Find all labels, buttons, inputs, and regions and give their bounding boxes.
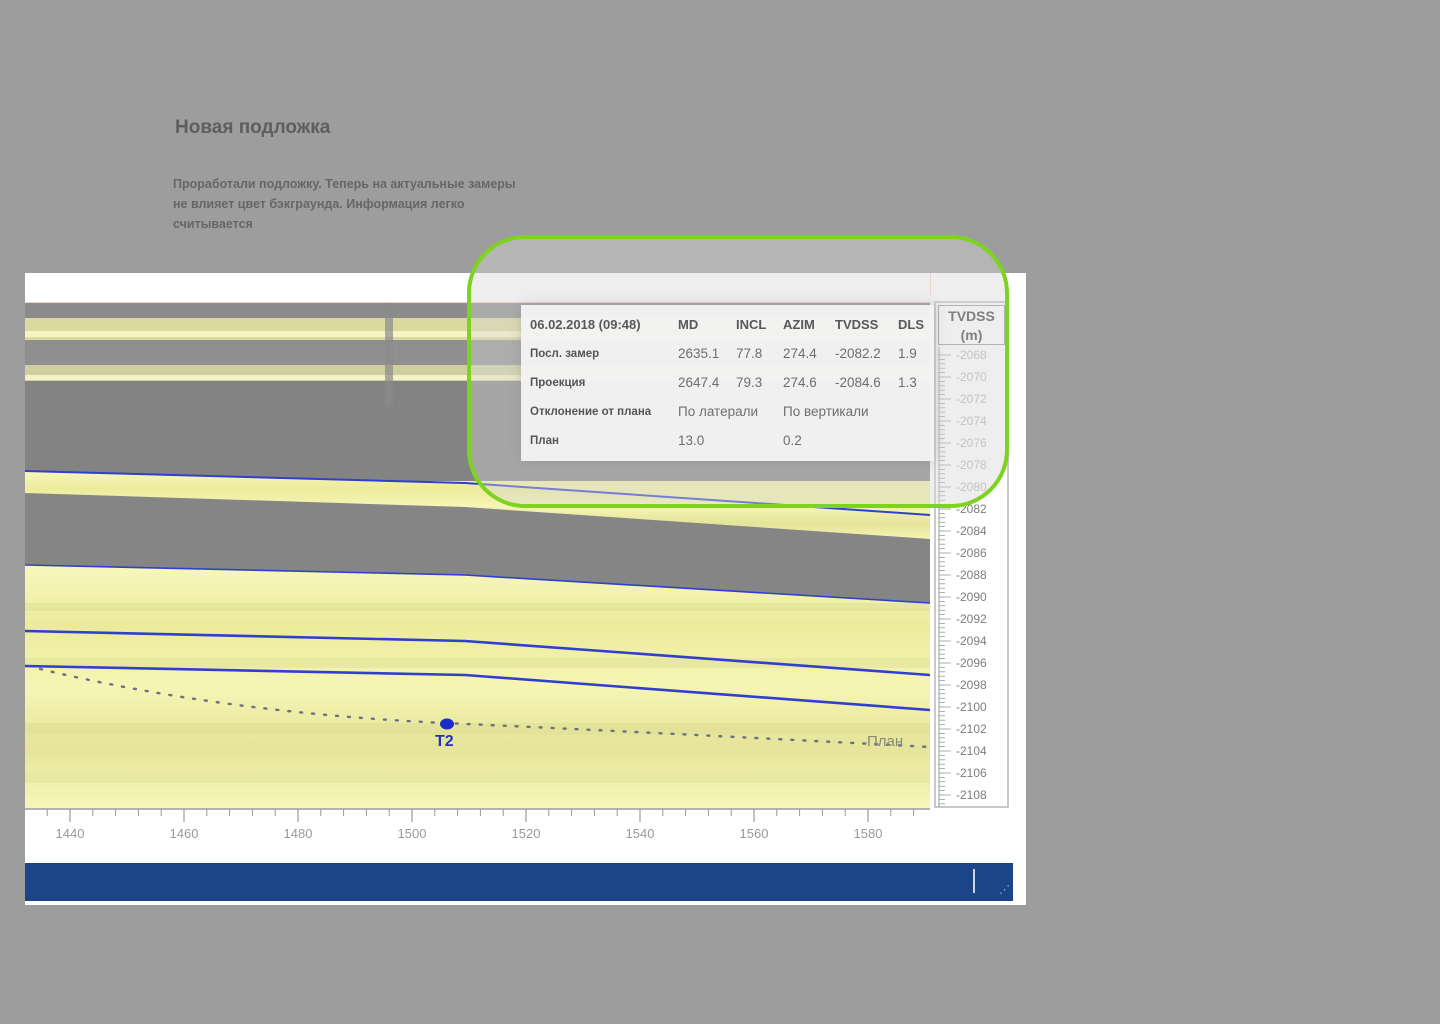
cell-azim: 274.6 [783,375,817,390]
survey-info-popup: 06.02.2018 (09:48) MD INCL AZIM TVDSS DL… [521,305,934,461]
tvdss-tick-label: -2102 [956,722,987,736]
resize-grip-icon[interactable]: ⋰ [999,884,1010,896]
horizon-line-4 [25,664,930,712]
tvdss-tick-label: -2074 [956,414,987,428]
sand-streak [25,375,930,380]
info-row-projection: Проекция 2647.4 79.3 274.6 -2084.6 1.3 [525,368,924,397]
survey-info-table: 06.02.2018 (09:48) MD INCL AZIM TVDSS DL… [525,310,924,455]
plan-lateral-value: 13.0 [678,433,705,448]
tvdss-tick-label: -2104 [956,744,987,758]
tvdss-tick-label: -2096 [956,656,987,670]
row-label: План [530,434,559,447]
tvdss-tick-label: -2072 [956,392,987,406]
cell-dls: 1.3 [898,375,917,390]
md-tick-label: 1560 [740,826,769,841]
col-incl: INCL [736,317,767,332]
deviation-lateral-label: По латерали [678,404,759,419]
cell-md: 2647.4 [678,375,720,390]
tvdss-axis-header: TVDSS (m) [938,305,1005,345]
tvdss-tick-label: -2070 [956,370,987,384]
cell-tvdss: -2082.2 [835,346,881,361]
tvdss-tick-label: -2092 [956,612,987,626]
slide-description: Проработали подложку. Теперь на актуальн… [173,177,516,231]
md-axis[interactable]: 1440 1460 1480 1500 1520 1540 1560 1580 [25,808,930,860]
row-label: Посл. замер [530,347,600,360]
sand-streak [25,603,930,611]
cell-md: 2635.1 [678,346,720,361]
sand-streak [25,331,930,337]
tvdss-axis-panel: TVDSS (m) -2068 -2070 -2072 -2074 -2076 -2078… [934,301,1009,808]
survey-timestamp: 06.02.2018 (09:48) [530,317,641,332]
row-label: Отклонение от плана [530,405,652,418]
md-tick-label: 1500 [398,826,427,841]
target-t2-marker[interactable] [440,718,454,730]
shale-segment [385,303,393,405]
tvdss-tick-label: -2106 [956,766,987,780]
tvdss-tick-label: -2088 [956,568,987,582]
row-label: Проекция [530,376,586,389]
tvdss-axis-scale[interactable]: -2068-2070-2072-2074-2076-2078-2080-2082… [936,347,1008,807]
sand-streak [25,773,930,783]
md-tick-label: 1440 [56,826,85,841]
info-header-row: 06.02.2018 (09:48) MD INCL AZIM TVDSS DL… [525,310,924,339]
tvdss-tick-label: -2086 [956,546,987,560]
target-t2-label: T2 [435,733,454,750]
tvdss-tick-label: -2068 [956,348,987,362]
cell-dls: 1.9 [898,346,917,361]
col-azim: AZIM [783,317,815,332]
cell-tvdss: -2084.6 [835,375,881,390]
cell-incl: 79.3 [736,375,763,390]
sand-streak [25,658,930,668]
shale-layer-lower [25,493,930,603]
plan-label: План [867,733,903,750]
tvdss-tick-label: -2094 [956,634,987,648]
tvdss-tick-label: -2108 [956,788,987,802]
md-tick-label: 1540 [626,826,655,841]
plan-vertical-value: 0.2 [783,433,802,448]
tvdss-axis-title: TVDSS [948,308,995,324]
horizon-line-3 [25,629,930,677]
status-bar: ⋰ [25,863,1013,901]
tvdss-tick-label: -2090 [956,590,987,604]
sand-streak [25,723,930,735]
info-row-plan: План 13.0 0.2 [525,426,924,455]
tvdss-tick-label: -2084 [956,524,987,538]
col-dls: DLS [898,317,924,332]
col-md: MD [678,317,699,332]
tvdss-tick-label: -2100 [956,700,987,714]
cell-incl: 77.8 [736,346,763,361]
slide-title: Новая подложка [175,117,331,138]
col-tvdss: TVDSS [835,317,879,332]
md-tick-label: 1580 [854,826,883,841]
tvdss-tick-label: -2098 [956,678,987,692]
info-row-last-survey: Посл. замер 2635.1 77.8 274.4 -2082.2 1.… [525,339,924,368]
md-tick-label: 1460 [170,826,199,841]
deviation-vertical-label: По вертикали [783,404,869,419]
cell-azim: 274.4 [783,346,817,361]
tvdss-tick-label: -2076 [956,436,987,450]
md-tick-label: 1520 [512,826,541,841]
sand-layer-lower [25,565,930,808]
info-row-deviation: Отклонение от плана По латерали По верти… [525,397,924,426]
md-tick-label: 1480 [284,826,313,841]
tvdss-axis-unit: (m) [960,327,983,343]
horizon-line-2 [25,564,930,604]
status-separator [973,869,975,893]
